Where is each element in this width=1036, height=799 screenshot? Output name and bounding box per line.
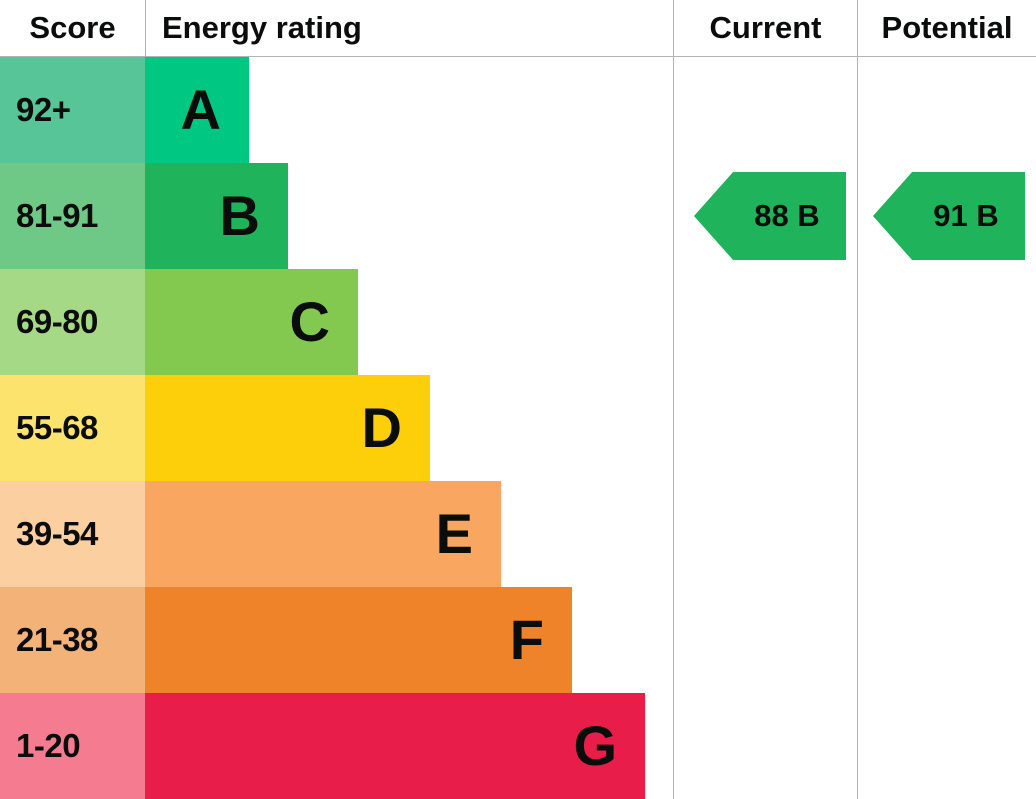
rating-bar-cell: E bbox=[145, 481, 673, 587]
score-range-label: 92+ bbox=[16, 91, 71, 128]
score-range-cell: 55-68 bbox=[0, 375, 145, 481]
rating-letter: G bbox=[573, 714, 617, 777]
rating-letter: B bbox=[219, 184, 260, 247]
rating-bar: F bbox=[145, 587, 572, 693]
header-score: Score bbox=[0, 0, 145, 57]
header-potential: Potential bbox=[857, 0, 1036, 57]
potential-cell bbox=[857, 481, 1036, 587]
rating-letter: C bbox=[289, 290, 330, 353]
potential-cell: 91 B bbox=[857, 163, 1036, 269]
potential-cell bbox=[857, 269, 1036, 375]
rating-letter: E bbox=[435, 502, 473, 565]
score-range-cell: 39-54 bbox=[0, 481, 145, 587]
rating-letter: A bbox=[180, 78, 221, 141]
rating-arrow-label: 88 B bbox=[754, 198, 820, 233]
current-cell bbox=[673, 269, 857, 375]
score-range-label: 1-20 bbox=[16, 727, 81, 764]
current-cell bbox=[673, 375, 857, 481]
score-range-cell: 21-38 bbox=[0, 587, 145, 693]
current-cell bbox=[673, 693, 857, 799]
rating-bar: A bbox=[145, 57, 249, 163]
score-range-label: 81-91 bbox=[16, 197, 98, 234]
potential-cell bbox=[857, 375, 1036, 481]
rating-bar: C bbox=[145, 269, 358, 375]
potential-cell bbox=[857, 587, 1036, 693]
current-cell bbox=[673, 587, 857, 693]
rating-bar-cell: G bbox=[145, 693, 673, 799]
rating-bar: D bbox=[145, 375, 430, 481]
score-range-cell: 69-80 bbox=[0, 269, 145, 375]
potential-cell bbox=[857, 57, 1036, 163]
current-cell bbox=[673, 481, 857, 587]
rating-bar-cell: C bbox=[145, 269, 673, 375]
header-current: Current bbox=[673, 0, 857, 57]
score-range-label: 39-54 bbox=[16, 515, 98, 552]
rating-letter: D bbox=[361, 396, 402, 459]
score-range-cell: 81-91 bbox=[0, 163, 145, 269]
rating-bar-cell: A bbox=[145, 57, 673, 163]
current-cell: 88 B bbox=[673, 163, 857, 269]
score-range-cell: 1-20 bbox=[0, 693, 145, 799]
rating-letter: F bbox=[509, 608, 544, 671]
potential-cell bbox=[857, 693, 1036, 799]
rating-arrow-label: 91 B bbox=[933, 198, 999, 233]
score-range-label: 21-38 bbox=[16, 621, 98, 658]
rating-arrow: 88 B bbox=[694, 172, 846, 260]
score-range-label: 55-68 bbox=[16, 409, 98, 446]
rating-bar-cell: F bbox=[145, 587, 673, 693]
rating-bar: E bbox=[145, 481, 501, 587]
score-range-label: 69-80 bbox=[16, 303, 98, 340]
rating-bar: G bbox=[145, 693, 645, 799]
header-energy-rating: Energy rating bbox=[145, 0, 673, 57]
score-range-cell: 92+ bbox=[0, 57, 145, 163]
rating-bar-cell: B bbox=[145, 163, 673, 269]
rating-bar-cell: D bbox=[145, 375, 673, 481]
current-cell bbox=[673, 57, 857, 163]
rating-arrow: 91 B bbox=[873, 172, 1025, 260]
rating-bar: B bbox=[145, 163, 288, 269]
